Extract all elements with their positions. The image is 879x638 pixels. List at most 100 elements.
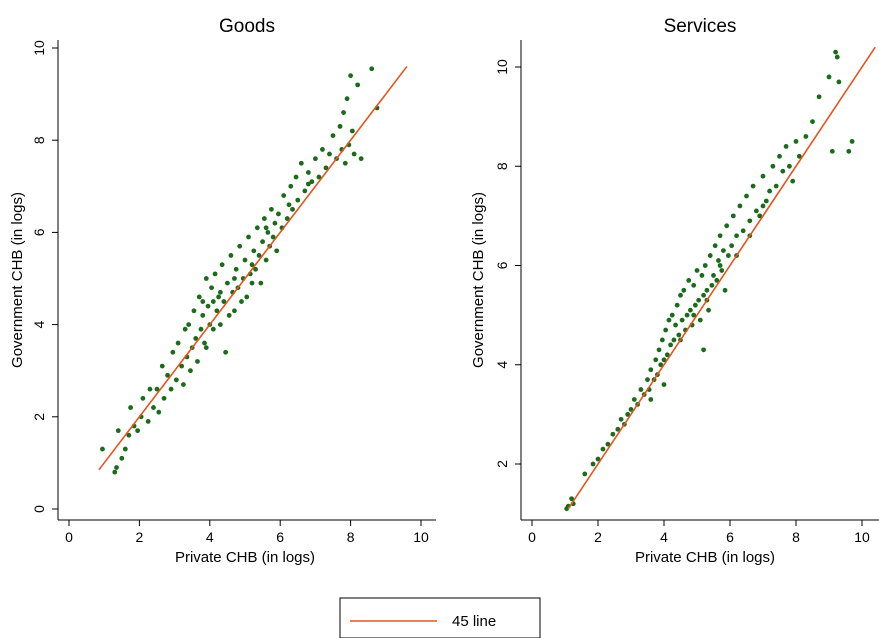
goods-data-point	[295, 197, 301, 203]
services-data-point	[767, 188, 772, 194]
services-data-point	[673, 322, 678, 328]
services-data-point	[618, 416, 624, 422]
goods-data-point	[337, 123, 343, 129]
goods-data-point	[203, 276, 209, 281]
services-data-point	[663, 327, 669, 333]
services-x-tick-label: 6	[726, 529, 734, 545]
services-data-point	[783, 144, 789, 149]
services-data-point	[694, 268, 700, 273]
services-data-point	[600, 446, 606, 452]
services-data-point	[717, 263, 723, 268]
services-data-point	[829, 148, 835, 154]
goods-x-tick-label: 4	[206, 529, 214, 545]
services-data-point	[590, 461, 596, 467]
services-data-point	[684, 312, 690, 318]
services-data-point	[674, 302, 680, 308]
goods-data-point	[272, 220, 278, 226]
goods-data-point	[237, 243, 243, 249]
services-data-point	[645, 377, 650, 383]
services-data-point	[686, 277, 692, 283]
services-ticks: 0 2 4 6 8 10 2 4 6 8 10	[494, 59, 870, 545]
services-data-point	[787, 163, 792, 169]
goods-ticks: 0 2 4 6 8 10 0 2 4 6 8 10	[31, 40, 429, 545]
goods-data-point	[210, 326, 216, 332]
goods-data-point	[355, 82, 361, 88]
services-data-point	[722, 287, 728, 293]
services-data-point	[696, 297, 702, 303]
services-data-point	[796, 153, 802, 159]
goods-y-tick-label: 8	[31, 136, 47, 144]
services-data-point	[754, 208, 759, 214]
goods-data-point	[351, 151, 357, 157]
goods-data-point	[253, 266, 258, 272]
services-data-point	[699, 273, 705, 278]
goods-data-point	[242, 257, 248, 263]
services-data-point	[717, 233, 723, 239]
goods-data-point	[203, 345, 209, 351]
services-data-point	[744, 193, 749, 199]
services-data-point	[770, 163, 776, 169]
services-y-tick-label: 2	[494, 460, 510, 468]
goods-data-point	[100, 446, 105, 452]
goods-data-point	[344, 96, 350, 102]
services-data-point	[707, 253, 713, 258]
services-data-point	[729, 243, 735, 249]
goods-data-point	[305, 170, 311, 175]
services-data-point	[712, 243, 718, 249]
goods-data-point	[290, 206, 295, 212]
services-data-point	[719, 268, 725, 273]
services-data-point	[625, 411, 631, 417]
goods-y-tick-label: 10	[31, 40, 47, 56]
services-data-point	[760, 203, 766, 209]
goods-data-point	[209, 285, 214, 291]
goods-data-point	[217, 322, 223, 327]
goods-data-point	[202, 340, 207, 346]
services-data-point	[810, 119, 815, 124]
goods-data-point	[309, 179, 315, 185]
services-data-point	[658, 362, 664, 368]
services-data-point	[833, 49, 838, 55]
goods-data-point	[175, 340, 181, 346]
goods-data-point	[114, 465, 119, 470]
goods-data-point	[348, 73, 353, 79]
goods-x-tick-label: 8	[347, 529, 355, 545]
goods-data-point	[330, 133, 336, 138]
goods-data-point	[212, 271, 218, 277]
services-data-point	[679, 317, 685, 323]
services-data-point	[760, 173, 766, 179]
services-data-point	[849, 139, 855, 144]
services-data-point	[664, 352, 670, 358]
goods-data-point	[302, 188, 308, 194]
goods-data-point	[263, 225, 269, 231]
services-y-tick-label: 8	[494, 162, 510, 170]
services-data-point	[659, 337, 665, 343]
services-data-point	[610, 431, 616, 437]
services-data-point	[605, 441, 611, 447]
services-data-point	[648, 367, 654, 373]
services-data-point	[763, 198, 769, 204]
goods-y-tick-label: 4	[31, 320, 47, 328]
services-y-tick-label: 10	[494, 59, 510, 75]
goods-data-point	[126, 432, 132, 438]
goods-data-point	[214, 308, 220, 314]
goods-data-point	[293, 174, 299, 180]
services-data-point	[661, 382, 667, 387]
goods-data-point	[147, 386, 153, 392]
services-data-point	[777, 153, 782, 159]
services-data-point	[836, 79, 842, 85]
services-data-point	[648, 397, 654, 402]
services-data-point	[582, 471, 588, 477]
services-data-point	[780, 168, 786, 174]
goods-data-point	[263, 257, 269, 263]
goods-data-point	[223, 349, 229, 355]
services-data-point	[653, 357, 659, 363]
goods-data-point	[327, 151, 332, 157]
services-data-point	[709, 282, 715, 288]
goods-data-point	[135, 428, 141, 434]
services-y-tick-label: 6	[494, 261, 510, 269]
goods-data-point	[226, 312, 232, 318]
goods-x-tick-label: 6	[276, 529, 284, 545]
services-data-point	[671, 337, 677, 343]
services-data-point	[569, 496, 574, 502]
